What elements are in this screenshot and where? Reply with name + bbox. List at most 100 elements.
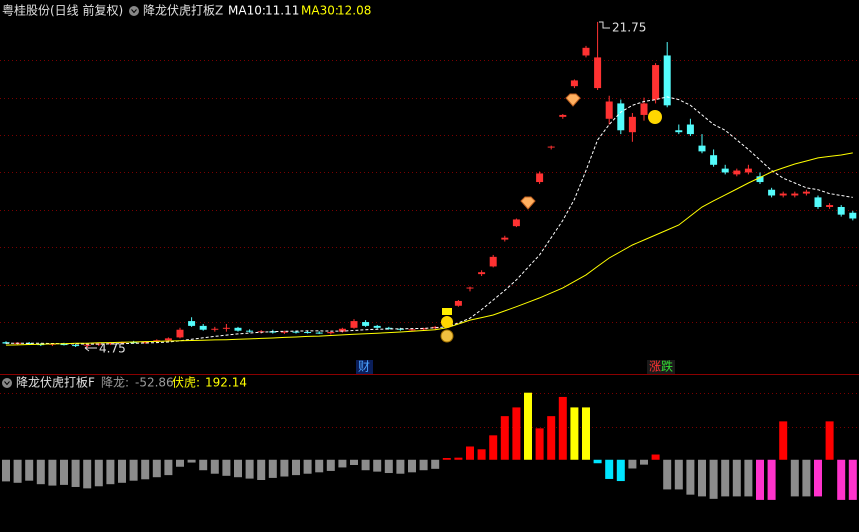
indicator-bar <box>25 459 34 481</box>
indicator-bar <box>315 459 324 473</box>
indicator-bar <box>547 416 556 460</box>
indicator-bar <box>582 407 590 460</box>
indicator-bar <box>94 459 103 487</box>
indicator-bar <box>129 459 138 481</box>
candle-body <box>420 328 428 330</box>
indicator-bar <box>408 459 416 473</box>
indicator-bar <box>616 459 625 482</box>
candle-body <box>222 327 230 329</box>
candle-body <box>489 256 497 267</box>
ma-name: MA30: <box>301 4 339 18</box>
smiley-icon <box>648 110 662 124</box>
indicator-bar <box>570 407 579 460</box>
indicator-bar <box>732 459 741 497</box>
candle-body <box>280 331 288 333</box>
high-pointer <box>599 21 610 29</box>
indicator-bar <box>338 459 347 468</box>
indicator-bar <box>454 457 463 460</box>
candle-body <box>652 65 660 100</box>
indicator-bar <box>686 459 695 495</box>
candle-body <box>350 321 358 328</box>
indicator-bar <box>210 459 219 474</box>
indicator-bar <box>848 459 857 500</box>
indicator-bar <box>709 459 718 499</box>
indicator-bar <box>2 459 10 482</box>
candle-body <box>130 342 138 344</box>
indicator-bar <box>118 459 126 483</box>
candle-body <box>83 344 91 346</box>
ma-value: 11.11 <box>265 4 299 18</box>
readout-value: -52.86 <box>135 376 174 390</box>
indicator-bar <box>489 435 498 460</box>
candle-body <box>72 345 80 347</box>
indicator-bar <box>698 459 706 497</box>
signal-label: 财 <box>358 360 370 374</box>
indicator-bar <box>477 449 486 460</box>
dropdown-chevron <box>4 381 10 386</box>
candle-body <box>559 114 567 117</box>
chart-title: 粤桂股份(日线 前复权) <box>2 3 123 18</box>
dropdown-circle[interactable] <box>129 6 139 16</box>
candle-body <box>246 330 254 332</box>
ma-name: MA10: <box>228 4 266 18</box>
indicator-bar <box>640 459 648 465</box>
indicator-bar <box>13 459 22 483</box>
indicator-bar <box>60 459 68 485</box>
ma-value: 12.08 <box>337 4 371 18</box>
indicator-bar <box>48 459 57 486</box>
indicator-bar <box>628 459 637 469</box>
candle-body <box>663 55 671 106</box>
candle-body <box>234 327 242 331</box>
indicator-bar <box>187 459 196 463</box>
candle-body <box>431 326 439 329</box>
candle-body <box>60 343 68 346</box>
candle-body <box>385 327 393 329</box>
indicator-bar <box>790 459 799 497</box>
indicator-bar <box>176 459 184 467</box>
indicator-bar <box>257 459 266 480</box>
indicator-bar <box>199 459 208 471</box>
indicator-bar <box>663 459 672 490</box>
indicator-bar <box>814 459 822 497</box>
candle-body <box>501 237 509 240</box>
low-label: 4.75 <box>99 342 126 356</box>
dropdown-icon[interactable] <box>2 378 12 388</box>
dropdown-icon[interactable] <box>129 6 139 16</box>
indicator-bar <box>837 459 846 500</box>
indicator-bar <box>280 459 289 477</box>
indicator-bar <box>373 459 382 472</box>
candle-body <box>605 101 613 119</box>
indicator-bar <box>779 421 788 460</box>
indicator-bar <box>767 459 776 500</box>
high-label: 21.75 <box>612 21 646 35</box>
indicator-bar <box>802 459 811 497</box>
candle-body <box>733 170 741 175</box>
candle-body <box>698 145 706 152</box>
indicator-bars <box>2 392 857 500</box>
moving-average-line <box>6 96 853 345</box>
indicator-bar <box>825 421 834 460</box>
dropdown-chevron <box>131 9 137 14</box>
candle-body <box>802 191 810 194</box>
candle-body <box>408 329 416 331</box>
indicator-title: 降龙伏虎打板Z <box>143 4 223 18</box>
indicator-bar <box>721 459 730 497</box>
candle-body <box>176 329 184 338</box>
indicator-bar <box>71 459 80 487</box>
candle-body <box>141 341 149 343</box>
indicator-bar <box>674 459 683 490</box>
candle-body <box>211 328 219 330</box>
candle-body <box>721 168 729 173</box>
signal-label: 跌 <box>661 359 673 374</box>
indicator-bar <box>524 392 532 460</box>
indicator-bar <box>558 396 567 460</box>
indicator-bar <box>744 459 753 497</box>
indicator-bar <box>466 446 474 460</box>
indicator-bar <box>152 459 161 478</box>
candle-body <box>710 155 718 165</box>
indicator-bar <box>500 416 509 460</box>
candle-body <box>640 103 648 115</box>
money-bag-icon <box>440 329 454 343</box>
dropdown-circle[interactable] <box>2 378 12 388</box>
